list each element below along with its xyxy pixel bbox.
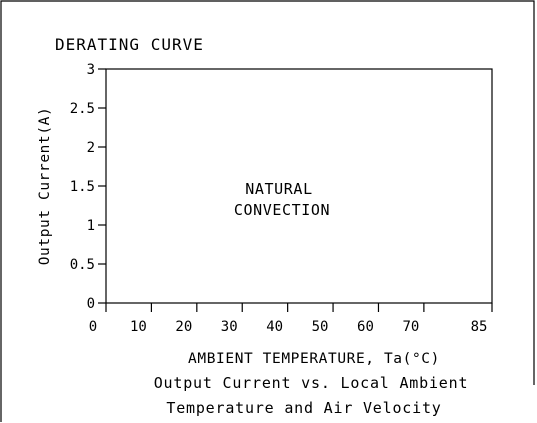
x-tick-label: 60 xyxy=(357,319,374,335)
y-axis: 0 0.5 1 1.5 2 2.5 3 xyxy=(70,62,106,312)
y-axis-label: Output Current(A) xyxy=(37,107,53,266)
x-tick-label: 40 xyxy=(266,319,283,335)
x-tick-label: 85 xyxy=(471,319,488,335)
x-tick-label: 10 xyxy=(130,319,147,335)
caption-line-2: Temperature and Air Velocity xyxy=(166,399,441,417)
x-axis-label: AMBIENT TEMPERATURE, Ta(°C) xyxy=(188,351,440,367)
x-tick-label: 50 xyxy=(312,319,329,335)
x-tick-label: 0 xyxy=(89,319,97,335)
x-tick-label: 70 xyxy=(402,319,419,335)
annotation-line-1: NATURAL xyxy=(245,180,312,198)
caption-line-1: Output Current vs. Local Ambient xyxy=(154,374,469,392)
x-tick-label: 30 xyxy=(221,319,238,335)
y-tick-label: 0 xyxy=(87,296,95,312)
y-tick-label: 3 xyxy=(87,62,95,78)
annotation-line-2: CONVECTION xyxy=(234,201,330,219)
y-tick-label: 2 xyxy=(87,140,95,156)
chart-title: DERATING CURVE xyxy=(55,35,204,54)
y-tick-label: 2.5 xyxy=(70,101,95,117)
x-tick-label: 20 xyxy=(175,319,192,335)
y-tick-label: 0.5 xyxy=(70,257,95,273)
y-tick-label: 1 xyxy=(87,218,95,234)
y-tick-label: 1.5 xyxy=(70,179,95,195)
x-axis: 0 10 20 30 40 50 60 70 85 xyxy=(89,303,493,335)
